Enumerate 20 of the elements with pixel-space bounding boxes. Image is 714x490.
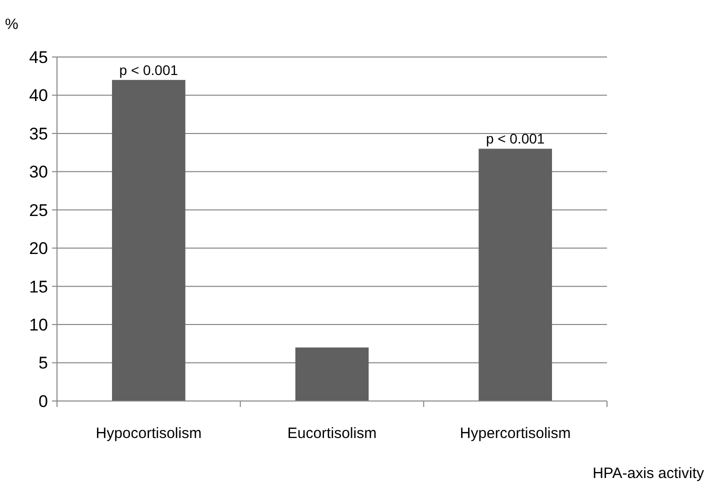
x-axis-title: HPA-axis activity <box>592 465 704 482</box>
x-tick-label: Eucortisolism <box>287 425 377 442</box>
bar <box>112 80 186 401</box>
y-tick-label: 5 <box>38 354 48 373</box>
y-tick-label: 45 <box>29 48 48 67</box>
y-tick-label: 25 <box>29 200 48 220</box>
x-tick-label: Hypocortisolism <box>96 425 202 442</box>
y-axis-title: % <box>5 16 18 33</box>
annotation: p < 0.001 <box>486 130 545 147</box>
y-tick-label: 10 <box>29 316 48 335</box>
annotation: p < 0.001 <box>119 62 178 78</box>
bar <box>478 148 552 401</box>
y-tick-label: 15 <box>29 277 48 296</box>
y-tick-label: 40 <box>29 86 48 106</box>
y-tick-label: 30 <box>29 162 48 182</box>
x-tick-label: Hypercortisolism <box>460 425 571 442</box>
y-tick-label: 35 <box>29 124 48 144</box>
bar <box>295 347 369 401</box>
y-tick-label: 20 <box>29 239 48 258</box>
y-tick-label: 0 <box>38 392 48 411</box>
